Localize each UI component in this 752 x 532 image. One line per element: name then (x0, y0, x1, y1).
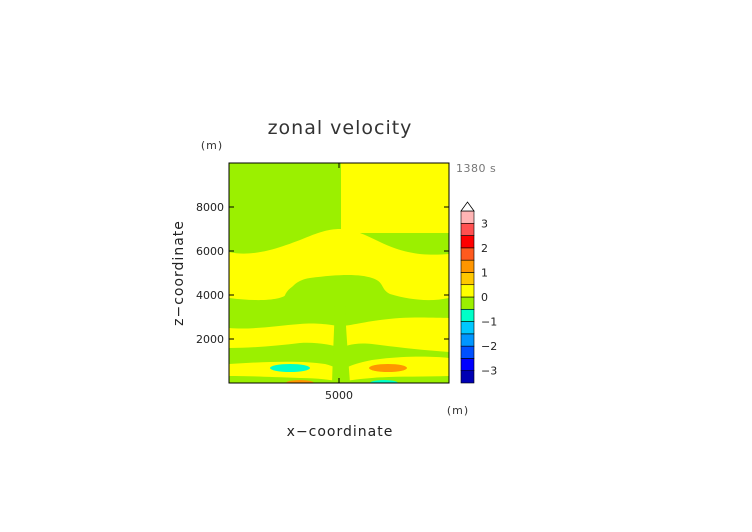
colorbar-bin (460, 358, 475, 372)
y-axis-title: z−coordinate (171, 220, 187, 326)
y-tick-label: 4000 (196, 289, 224, 302)
colorbar-extend-arrow (460, 201, 475, 212)
y-tick-label: 8000 (196, 201, 224, 214)
y-tick-label: 6000 (196, 245, 224, 258)
colorbar-bin (460, 259, 475, 273)
colorbar-tick-label: 2 (481, 242, 488, 255)
colorbar-bin (460, 308, 475, 322)
field-surface-cell-left (286, 380, 314, 383)
colorbar-tick-label: 3 (481, 217, 488, 230)
colorbar-tick-label: 0 (481, 291, 488, 304)
colorbar-bin (460, 296, 475, 310)
y-unit-label: (m) (201, 139, 223, 152)
x-axis: 5000 (325, 163, 353, 402)
field-dome (283, 280, 388, 306)
field-positive-upper-right (341, 163, 449, 233)
x-tick-label: 5000 (325, 389, 353, 402)
colorbar-bin (460, 370, 475, 384)
time-label: 1380 s (456, 162, 496, 175)
field-plume-stem (332, 306, 350, 383)
colorbar-bin (460, 222, 475, 236)
colorbar: 3 2 1 0 −1 −2 −3 (460, 201, 497, 384)
colorbar-tick-label: 1 (481, 266, 488, 279)
colorbar-bin (460, 235, 475, 249)
colorbar-bin (460, 210, 475, 224)
chart-title: zonal velocity (268, 117, 413, 139)
contour-plot-area (229, 163, 449, 383)
colorbar-tick-label: −1 (481, 316, 497, 329)
field-positive-surface-band (229, 356, 449, 382)
x-unit-label: (m) (447, 404, 469, 417)
colorbar-bin (460, 321, 475, 335)
field-surface-cell-right (370, 380, 398, 383)
colorbar-bin (460, 333, 475, 347)
field-positive-cell-right (369, 364, 407, 372)
colorbar-tick-label: −2 (481, 340, 497, 353)
field-positive-band (229, 229, 449, 301)
y-tick-label: 2000 (196, 333, 224, 346)
colorbar-bin (460, 345, 475, 359)
colorbar-bin (460, 247, 475, 261)
colorbar-bin (460, 284, 475, 298)
y-axis: 2000 4000 6000 8000 (196, 201, 449, 346)
field-negative-cell-left (270, 364, 310, 372)
colorbar-bin (460, 272, 475, 286)
x-axis-title: x−coordinate (287, 424, 394, 440)
colorbar-tick-label: −3 (481, 365, 497, 378)
